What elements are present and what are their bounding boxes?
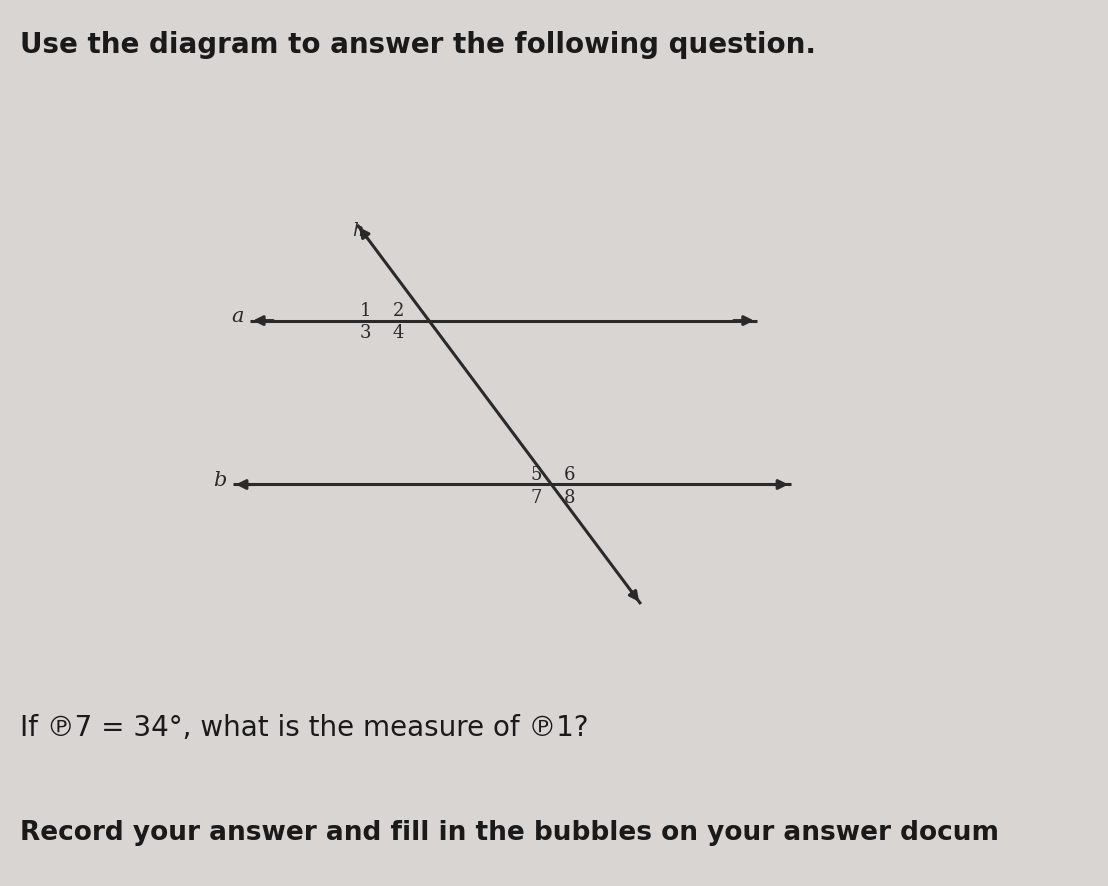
Text: 2: 2: [393, 302, 404, 320]
Text: a: a: [230, 307, 244, 326]
Text: 8: 8: [564, 488, 575, 506]
Text: 5: 5: [531, 466, 542, 484]
Text: h: h: [352, 222, 365, 239]
Text: 4: 4: [393, 323, 404, 342]
Text: 7: 7: [531, 488, 542, 506]
Text: Record your answer and fill in the bubbles on your answer docum: Record your answer and fill in the bubbl…: [20, 820, 999, 845]
Text: 3: 3: [359, 323, 371, 342]
Text: 1: 1: [359, 302, 371, 320]
Text: 6: 6: [564, 466, 575, 484]
Text: If ℗7 = 34°, what is the measure of ℗1?: If ℗7 = 34°, what is the measure of ℗1?: [20, 713, 588, 742]
Text: Use the diagram to answer the following question.: Use the diagram to answer the following …: [20, 31, 815, 59]
Text: b: b: [214, 470, 227, 490]
